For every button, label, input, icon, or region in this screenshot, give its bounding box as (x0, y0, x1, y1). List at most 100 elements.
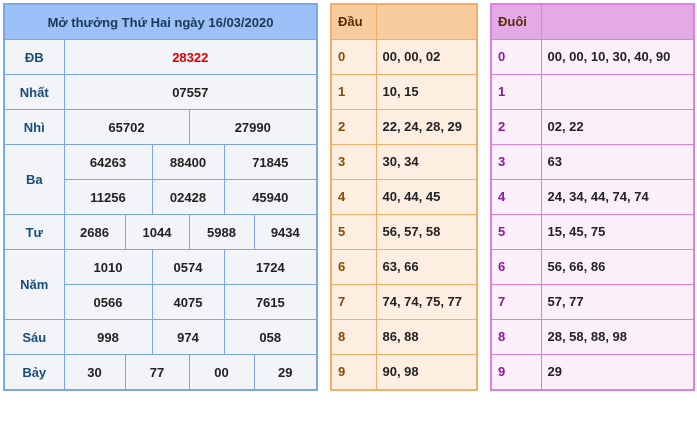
dau-header-row: Đầu (330, 3, 478, 40)
dau-digit: 6 (330, 249, 377, 285)
prize-value: 2686 (63, 214, 126, 250)
dau-digit: 4 (330, 179, 377, 215)
dau-row: 7 74, 74, 75, 77 (330, 284, 478, 320)
dau-header: Đầu (330, 3, 377, 40)
duoi-row: 5 15, 45, 75 (490, 214, 695, 250)
duoi-numbers: 29 (540, 354, 695, 391)
duoi-digit: 2 (490, 109, 542, 145)
prize-label: ĐB (3, 39, 65, 75)
duoi-numbers: 57, 77 (540, 284, 695, 320)
prize-value: 88400 (151, 144, 225, 180)
prize-value: 058 (223, 319, 318, 355)
prize-value: 0574 (151, 249, 225, 285)
prize-row-db: ĐB 28322 (3, 39, 318, 75)
prize-value: 00 (188, 354, 255, 391)
prize-label: Nhất (3, 74, 65, 110)
dau-numbers: 10, 15 (375, 74, 478, 110)
prize-row-ba: Ba 64263 88400 71845 (3, 144, 318, 215)
dau-numbers: 56, 57, 58 (375, 214, 478, 250)
duoi-digit: 3 (490, 144, 542, 180)
prize-label: Nhì (3, 109, 65, 145)
prize-value: 02428 (151, 179, 225, 215)
duoi-digit: 7 (490, 284, 542, 320)
prize-label: Bảy (3, 354, 65, 391)
prize-value: 71845 (223, 144, 318, 180)
prize-row-bay: Bảy 30 77 00 29 (3, 354, 318, 391)
duoi-numbers: 28, 58, 88, 98 (540, 319, 695, 355)
prize-value: 77 (124, 354, 190, 391)
prize-label: Tư (3, 214, 65, 250)
prize-row-nam: Năm 1010 0574 1724 (3, 249, 318, 320)
prize-label: Sáu (3, 319, 65, 355)
prize-value: 28322 (63, 39, 318, 75)
prize-value: 07557 (63, 74, 318, 110)
duoi-row: 4 24, 34, 44, 74, 74 (490, 179, 695, 215)
dau-row: 9 90, 98 (330, 354, 478, 391)
prize-row-nam-2: 0566 4075 7615 (4, 284, 318, 320)
dau-row: 4 40, 44, 45 (330, 179, 478, 215)
prize-row-tu: Tư 2686 1044 5988 9434 (3, 214, 318, 250)
duoi-digit: 4 (490, 179, 542, 215)
dau-digit: 9 (330, 354, 377, 391)
duoi-row: 3 63 (490, 144, 695, 180)
dau-row: 0 00, 00, 02 (330, 39, 478, 75)
duoi-digit: 8 (490, 319, 542, 355)
duoi-table: Đuôi 0 00, 00, 10, 30, 40, 90 1 2 02, 22 3 63 4 2… (490, 3, 695, 391)
prize-row-sau: Sáu 998 974 058 (3, 319, 318, 355)
dau-header-blank (375, 3, 478, 40)
prize-value: 1010 (63, 249, 153, 285)
prize-value: 5988 (188, 214, 255, 250)
duoi-numbers: 15, 45, 75 (540, 214, 695, 250)
dau-row: 3 30, 34 (330, 144, 478, 180)
dau-digit: 3 (330, 144, 377, 180)
prize-label: Ba (3, 144, 65, 215)
dau-digit: 7 (330, 284, 377, 320)
dau-numbers: 00, 00, 02 (375, 39, 478, 75)
prize-value: 0566 (63, 284, 153, 320)
prize-value: 64263 (63, 144, 153, 180)
prize-value: 998 (63, 319, 153, 355)
dau-row: 1 10, 15 (330, 74, 478, 110)
prize-value: 29 (253, 354, 318, 391)
duoi-numbers (540, 74, 695, 110)
prize-value: 7615 (223, 284, 318, 320)
dau-row: 8 86, 88 (330, 319, 478, 355)
duoi-row: 0 00, 00, 10, 30, 40, 90 (490, 39, 695, 75)
prize-value: 1044 (124, 214, 190, 250)
results-title: Mở thưởng Thứ Hai ngày 16/03/2020 (3, 3, 318, 40)
prize-value: 65702 (63, 109, 190, 145)
dau-row: 5 56, 57, 58 (330, 214, 478, 250)
prize-row-nhat: Nhất 07557 (3, 74, 318, 110)
dau-table: Đầu 0 00, 00, 02 1 10, 15 2 22, 24, 28, 29 3 30,… (330, 3, 478, 391)
dau-digit: 0 (330, 39, 377, 75)
duoi-digit: 9 (490, 354, 542, 391)
dau-digit: 2 (330, 109, 377, 145)
dau-digit: 5 (330, 214, 377, 250)
prize-value: 11256 (63, 179, 153, 215)
dau-digit: 8 (330, 319, 377, 355)
duoi-digit: 0 (490, 39, 542, 75)
duoi-numbers: 63 (540, 144, 695, 180)
dau-numbers: 30, 34 (375, 144, 478, 180)
duoi-row: 9 29 (490, 354, 695, 391)
results-table: Mở thưởng Thứ Hai ngày 16/03/2020 ĐB 283… (3, 3, 319, 391)
prize-value: 1724 (223, 249, 318, 285)
duoi-row: 2 02, 22 (490, 109, 695, 145)
dau-numbers: 90, 98 (375, 354, 478, 391)
duoi-row: 6 56, 66, 86 (490, 249, 695, 285)
duoi-numbers: 00, 00, 10, 30, 40, 90 (540, 39, 695, 75)
prize-value: 45940 (223, 179, 318, 215)
duoi-header-row: Đuôi (490, 3, 695, 40)
dau-numbers: 40, 44, 45 (375, 179, 478, 215)
dau-row: 6 63, 66 (330, 249, 478, 285)
duoi-numbers: 56, 66, 86 (540, 249, 695, 285)
dau-numbers: 86, 88 (375, 319, 478, 355)
duoi-header: Đuôi (490, 3, 542, 40)
prize-value: 30 (63, 354, 126, 391)
duoi-header-blank (540, 3, 695, 40)
duoi-digit: 5 (490, 214, 542, 250)
dau-digit: 1 (330, 74, 377, 110)
prize-value: 9434 (253, 214, 318, 250)
duoi-numbers: 02, 22 (540, 109, 695, 145)
prize-value: 4075 (151, 284, 225, 320)
